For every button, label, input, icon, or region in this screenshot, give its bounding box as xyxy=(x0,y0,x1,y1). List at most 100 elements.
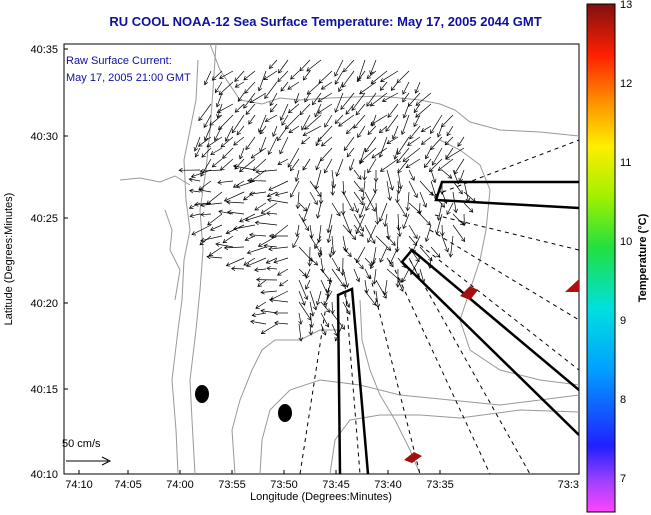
red-marker-3 xyxy=(404,452,422,463)
current-vector-head xyxy=(402,224,407,230)
current-vector xyxy=(318,70,333,84)
current-vector xyxy=(430,246,441,258)
current-vector-head xyxy=(188,204,194,209)
x-tick-label: 74:05 xyxy=(114,479,142,491)
current-vector-head xyxy=(257,128,263,133)
current-vector xyxy=(233,165,256,171)
current-vector xyxy=(260,290,278,293)
current-vector-head xyxy=(248,191,254,197)
current-vector xyxy=(459,169,465,182)
current-vector xyxy=(364,224,376,244)
current-vector-head xyxy=(304,125,309,130)
current-vector xyxy=(441,224,443,236)
current-vector xyxy=(408,202,421,214)
current-vector-head xyxy=(346,129,351,135)
current-vector-head xyxy=(254,206,260,211)
current-vector-head xyxy=(243,75,248,81)
current-vector xyxy=(444,136,454,146)
current-vector xyxy=(331,301,334,314)
current-vector-head xyxy=(287,85,292,90)
current-vector-head xyxy=(372,301,377,306)
current-vector xyxy=(340,92,355,110)
current-vector-head xyxy=(268,64,274,70)
current-vector-head xyxy=(365,206,370,211)
scale-label: 50 cm/s xyxy=(62,438,101,450)
current-vector-head xyxy=(391,134,397,140)
current-vector-head xyxy=(269,101,274,107)
current-vector-head xyxy=(409,134,414,140)
current-vector xyxy=(365,191,377,211)
current-vector xyxy=(320,279,329,297)
current-vector xyxy=(254,268,267,271)
current-vector-head xyxy=(397,278,403,283)
current-vector xyxy=(198,103,212,121)
current-vector xyxy=(382,92,399,102)
current-vector xyxy=(334,59,344,77)
current-vector-head xyxy=(244,217,250,222)
current-vector xyxy=(402,92,410,103)
current-vector-head xyxy=(324,322,330,328)
current-vector xyxy=(259,125,267,135)
current-vector xyxy=(209,114,223,126)
current-vector xyxy=(452,169,459,184)
current-vector xyxy=(386,136,399,144)
current-vector xyxy=(391,81,399,91)
current-vector xyxy=(200,202,223,206)
current-vector-head xyxy=(420,127,426,133)
current-vector xyxy=(392,125,399,140)
current-vector xyxy=(375,235,391,251)
current-vector xyxy=(304,92,311,103)
current-vector xyxy=(295,169,300,182)
current-vector-head xyxy=(304,285,310,290)
current-vector-head xyxy=(317,137,322,142)
current-vector-head xyxy=(265,259,271,264)
current-vector xyxy=(370,257,377,269)
current-vector xyxy=(359,81,377,95)
radar-sector-outlines xyxy=(336,180,579,474)
current-vector xyxy=(342,301,351,315)
current-vector-head xyxy=(340,282,345,287)
current-vector-head xyxy=(458,177,464,183)
current-vector-head xyxy=(351,106,356,111)
current-vector-head xyxy=(402,90,407,95)
current-vector xyxy=(267,199,289,204)
current-vector-head xyxy=(364,147,370,153)
current-vector-head xyxy=(268,246,273,252)
current-vector-head xyxy=(268,233,274,239)
current-vector xyxy=(353,202,359,213)
current-vector xyxy=(407,191,410,211)
colorbar-tick-label: 9 xyxy=(620,315,626,327)
current-vector xyxy=(204,125,212,141)
current-vector xyxy=(353,224,364,237)
current-vector-head xyxy=(405,206,411,212)
current-vector-head xyxy=(267,150,272,156)
current-vector xyxy=(199,189,212,193)
current-vector xyxy=(203,114,212,128)
current-vector xyxy=(408,246,420,262)
current-vector-head xyxy=(360,196,366,201)
x-tick-label: 73:40 xyxy=(374,479,402,491)
current-vector-head xyxy=(259,129,264,135)
current-vector-head xyxy=(189,188,194,194)
current-vector-head xyxy=(394,248,400,253)
current-vector xyxy=(327,213,333,233)
current-vector-head xyxy=(366,102,371,107)
current-vector-head xyxy=(257,282,262,287)
current-vector xyxy=(200,235,223,242)
current-vector-head xyxy=(239,167,244,173)
current-vector xyxy=(331,202,341,216)
current-vector xyxy=(247,246,267,254)
current-vector-head xyxy=(395,198,400,204)
current-vector xyxy=(243,70,256,81)
current-vector-head xyxy=(238,154,244,160)
current-vector-head xyxy=(289,166,295,172)
current-vector-head xyxy=(427,264,433,269)
current-vector xyxy=(306,59,322,72)
current-vector-head xyxy=(439,190,445,195)
x-tick-label: 74:00 xyxy=(166,479,194,491)
current-vector xyxy=(309,235,322,255)
current-vector xyxy=(342,268,348,288)
current-vector-head xyxy=(355,229,360,235)
current-vector-head xyxy=(278,68,283,74)
current-vector-head xyxy=(269,108,275,113)
